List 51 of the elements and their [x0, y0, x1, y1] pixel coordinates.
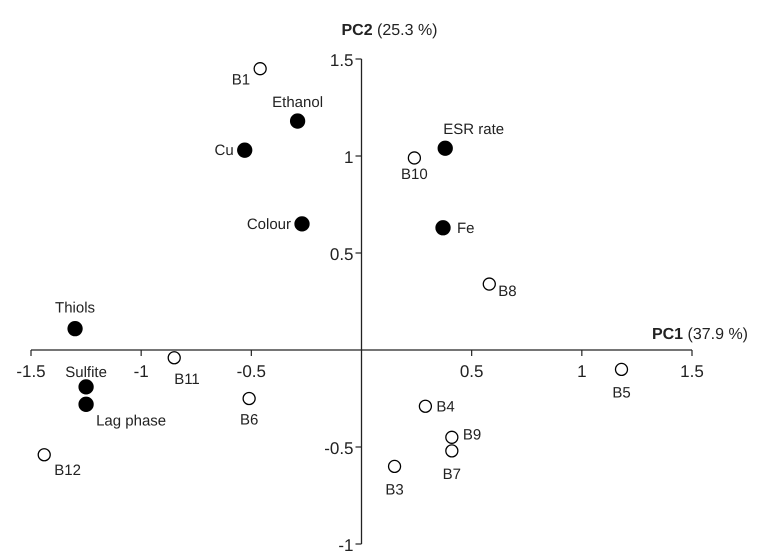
point — [445, 430, 458, 444]
point — [78, 396, 94, 412]
point — [482, 277, 496, 291]
x-tick-label: -0.5 — [236, 362, 266, 381]
y-tick-label: 1.5 — [330, 51, 354, 70]
annotation: B10 — [401, 166, 428, 183]
annotation: Colour — [246, 216, 292, 233]
point — [67, 321, 83, 336]
annotation: Lag phase — [96, 412, 166, 430]
point — [614, 362, 628, 376]
point — [290, 113, 306, 129]
annotation: B8 — [498, 283, 517, 300]
annotation: B5 — [612, 384, 631, 402]
y-tick-label: 1 — [344, 148, 354, 167]
x-tick-label: 1.5 — [680, 362, 704, 381]
point — [418, 400, 432, 413]
annotation: Cu — [214, 142, 234, 160]
point — [408, 151, 422, 165]
x-tick-label: 1 — [577, 362, 587, 381]
point — [38, 448, 51, 462]
point — [78, 379, 94, 395]
point — [294, 216, 310, 232]
point — [438, 140, 453, 156]
annotation: ESR rate — [443, 121, 504, 138]
annotation: B6 — [240, 412, 258, 428]
point — [253, 62, 267, 76]
y-axis-title: PC2 (25.3 %) — [341, 22, 438, 39]
point — [435, 220, 451, 236]
annotation: B4 — [436, 398, 455, 416]
x-tick-label: -1.5 — [16, 362, 46, 381]
annotation: Sulfite — [65, 364, 107, 381]
point — [237, 142, 252, 158]
point — [242, 392, 256, 406]
y-tick-label: -0.5 — [324, 439, 354, 458]
annotation: Fe — [457, 220, 475, 237]
annotation: B11 — [174, 370, 200, 388]
annotation: B9 — [462, 426, 482, 444]
annotation: B12 — [54, 462, 81, 479]
x-axis-title: PC1 (37.9 %) — [652, 326, 748, 343]
annotation: B7 — [442, 466, 462, 483]
y-tick-label: -1 — [338, 536, 354, 555]
y-tick-label: 0.5 — [330, 245, 354, 264]
x-tick-label: 0.5 — [460, 362, 484, 381]
annotation: B1 — [232, 72, 250, 89]
point — [168, 351, 181, 364]
point — [388, 460, 402, 474]
annotation: B3 — [385, 481, 404, 498]
annotation: Thiols — [55, 300, 96, 317]
x-tick-label: -1 — [134, 362, 149, 381]
annotation: Ethanol — [272, 94, 324, 112]
point — [445, 444, 458, 458]
